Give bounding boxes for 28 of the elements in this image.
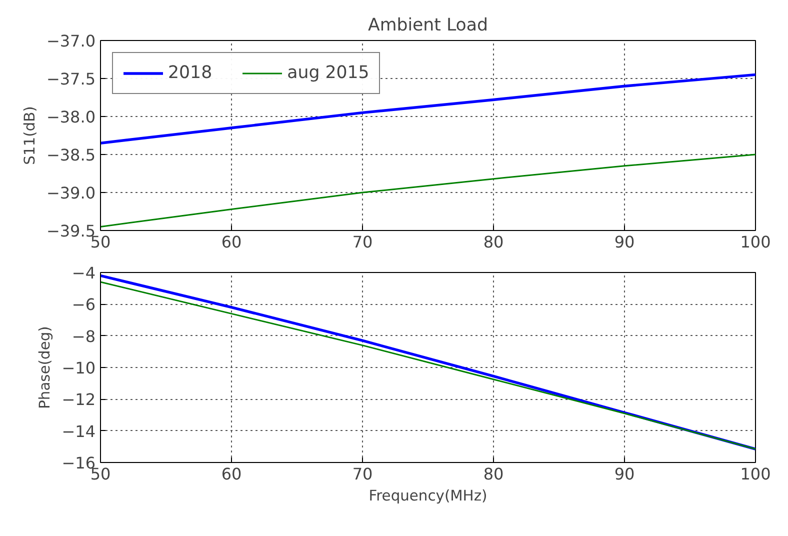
legend-label: 2018 (168, 63, 212, 83)
y-tick-label: −38.5 (46, 146, 96, 164)
y-tick-label: −14 (62, 422, 96, 441)
x-tick-label: 100 (740, 232, 771, 252)
y-tick-label: −6 (72, 295, 96, 314)
x-tick-label: 70 (352, 464, 373, 484)
y-axis-title: S11(dB) (21, 106, 38, 165)
y-tick-label: −39.0 (46, 184, 96, 202)
x-tick-label: 90 (614, 232, 635, 252)
x-tick-label: 70 (352, 232, 373, 252)
x-tick-label: 90 (614, 464, 635, 484)
y-axis-title: Phase(deg) (36, 326, 54, 409)
x-tick-label: 80 (483, 232, 504, 252)
line-series (100, 154, 756, 228)
y-tick-label: −12 (62, 390, 96, 410)
x-tick-label: 80 (483, 464, 504, 484)
y-tick-label: −37.0 (46, 32, 96, 50)
y-tick-label: −10 (62, 358, 96, 378)
legend-label: aug 2015 (287, 63, 370, 83)
chart-title: Ambient Load (368, 16, 488, 36)
x-tick-label: 60 (221, 232, 242, 252)
x-tick-label: 60 (221, 464, 242, 484)
y-tick-label: −8 (72, 326, 96, 346)
y-tick-label: −38.0 (46, 108, 96, 126)
y-tick-label: −4 (72, 264, 96, 282)
y-tick-label: −37.5 (46, 70, 96, 88)
x-tick-label: 100 (740, 464, 771, 484)
x-axis-title: Frequency(MHz) (368, 488, 488, 504)
